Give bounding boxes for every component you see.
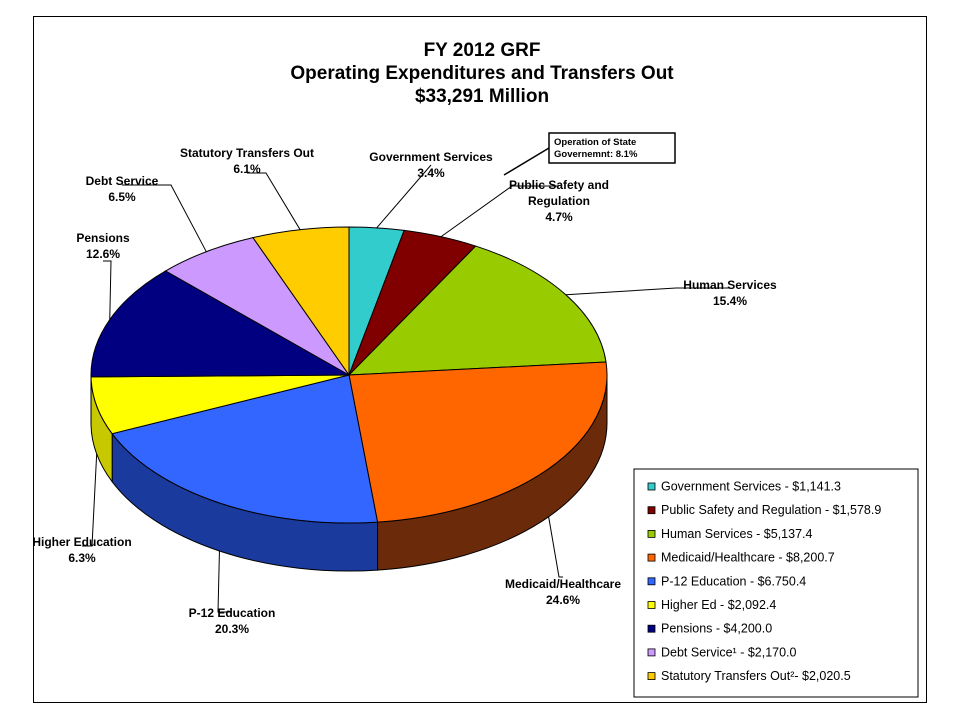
legend-swatch-8 bbox=[647, 672, 656, 680]
slice-label-8: Statutory Transfers Out bbox=[180, 146, 314, 160]
legend-entry-1: Public Safety and Regulation - $1,578.9 bbox=[661, 503, 881, 517]
title-line-1: FY 2012 GRF bbox=[424, 40, 541, 61]
leader-line-5 bbox=[82, 453, 98, 547]
legend-swatch-5 bbox=[647, 601, 656, 609]
legend-swatch-4 bbox=[647, 577, 656, 586]
slice-label-public-safety-2: Regulation bbox=[528, 194, 590, 208]
slice-label-0: Government Services bbox=[369, 150, 493, 164]
legend-entry-0: Government Services - $1,141.3 bbox=[661, 480, 841, 494]
legend-swatch-3 bbox=[647, 553, 656, 562]
legend-swatch-0 bbox=[647, 482, 656, 491]
slice-label-6: Pensions bbox=[76, 231, 130, 245]
pie-slice-2 bbox=[347, 245, 607, 376]
pie-slice-3 bbox=[348, 361, 608, 523]
legend-entry-7: Debt Service¹ - $2,170.0 bbox=[661, 645, 797, 659]
callout-line-1: Operation of State bbox=[554, 137, 636, 148]
slice-labels: Government Services 3.4% Public Safety and… bbox=[34, 146, 777, 636]
slice-label-2: Human Services bbox=[683, 278, 777, 292]
pie-tops bbox=[90, 226, 608, 524]
title-line-3: $33,291 Million bbox=[415, 86, 549, 107]
leader-line-4 bbox=[217, 550, 232, 613]
slice-label-7: Debt Service bbox=[86, 174, 159, 188]
leader-line-3 bbox=[548, 516, 563, 578]
leader-line-7 bbox=[122, 184, 207, 252]
legend-box bbox=[633, 468, 919, 698]
slice-percent-1: 4.7% bbox=[545, 210, 573, 224]
pie-slice-6 bbox=[90, 270, 351, 378]
legend-swatch-7 bbox=[647, 648, 656, 657]
leader-line-8 bbox=[247, 172, 301, 230]
legend-entry-3: Medicaid/Healthcare - $8,200.7 bbox=[661, 551, 835, 565]
slice-percent-8: 6.1% bbox=[233, 162, 261, 176]
legend-entry-5: Higher Ed - $2,092.4 bbox=[661, 598, 776, 612]
title-line-2: Operating Expenditures and Transfers Out bbox=[290, 63, 674, 84]
legend-entry-6: Pensions - $4,200.0 bbox=[661, 622, 772, 636]
slice-percent-0: 3.4% bbox=[417, 166, 445, 180]
legend-swatch-2 bbox=[647, 530, 656, 538]
callout-pointer bbox=[503, 147, 550, 176]
chart-frame: FY 2012 GRF Operating Expenditures and Tr… bbox=[33, 16, 927, 703]
legend-swatch-6 bbox=[647, 624, 656, 633]
slice-label-public-safety-1: Public Safety and bbox=[509, 178, 609, 192]
slice-percent-3: 24.6% bbox=[546, 593, 580, 607]
slice-percent-6: 12.6% bbox=[86, 247, 120, 261]
callout-line-2: Governemnt: 8.1% bbox=[554, 149, 638, 160]
label-leaders bbox=[82, 164, 730, 613]
legend-entry-2: Human Services - $5,137.4 bbox=[661, 527, 813, 541]
slice-label-3: Medicaid/Healthcare bbox=[505, 577, 621, 591]
leader-line-6 bbox=[103, 260, 112, 320]
legend-swatch-1 bbox=[647, 506, 656, 515]
leader-line-0 bbox=[376, 164, 432, 229]
slice-percent-7: 6.5% bbox=[108, 190, 136, 204]
leader-line-1 bbox=[440, 185, 559, 238]
leader-line-2 bbox=[565, 287, 730, 296]
legend-entry-4: P-12 Education - $6.750.4 bbox=[661, 574, 806, 588]
slice-percent-4: 20.3% bbox=[215, 622, 249, 636]
slice-label-5: Higher Education bbox=[34, 535, 132, 549]
legend-entry-8: Statutory Transfers Out²- $2,020.5 bbox=[661, 669, 851, 683]
slice-label-4: P-12 Education bbox=[189, 606, 276, 620]
legend: Government Services - $1,141.3 Public Saf… bbox=[633, 468, 919, 698]
pie-slice-4 bbox=[111, 374, 379, 524]
slice-percent-2: 15.4% bbox=[713, 294, 747, 308]
slice-percent-5: 6.3% bbox=[68, 551, 96, 565]
